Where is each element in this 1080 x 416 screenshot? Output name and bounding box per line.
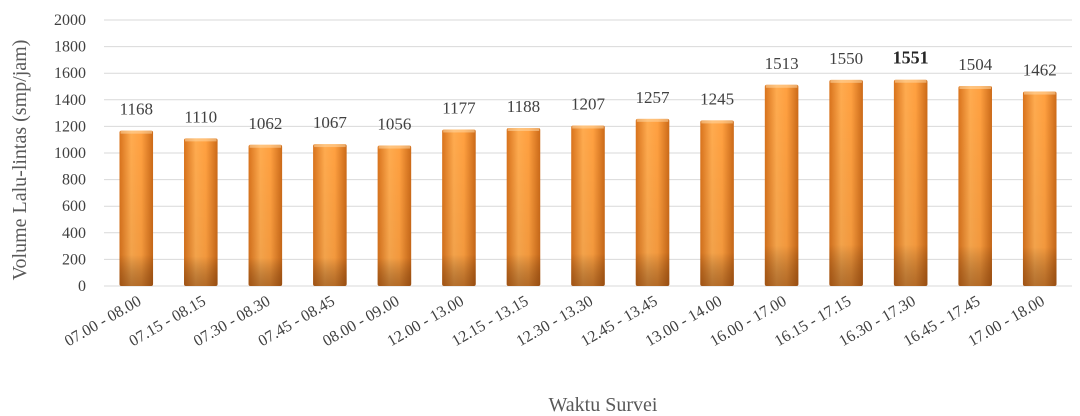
bar-shade (829, 79, 863, 286)
y-tick-label: 1000 (54, 145, 86, 162)
bar-shade (248, 144, 283, 286)
bar-shade (571, 125, 605, 287)
y-axis-title: Volume Lalu-lintas (smp/jam) (9, 40, 31, 281)
y-axis-ticks: 0 200 400 600 800 1000 1200 1400 1600 1800 2000 (54, 12, 86, 295)
data-label: 1513 (765, 54, 799, 73)
y-tick-label: 1600 (54, 65, 86, 82)
bar-shade (958, 85, 992, 286)
bar (442, 129, 476, 286)
bar (571, 125, 605, 287)
bar-shade (700, 120, 734, 286)
bar-shade (442, 129, 476, 286)
data-label: 1177 (442, 98, 476, 117)
bar-highlight (185, 138, 217, 142)
data-label: 1257 (636, 88, 671, 107)
bar-highlight (443, 129, 475, 133)
bar (700, 120, 734, 286)
data-label: 1462 (1023, 61, 1057, 80)
bar-highlight (314, 144, 346, 148)
data-label: 1110 (184, 107, 217, 126)
bar-shade (635, 118, 670, 286)
bar (635, 118, 670, 286)
y-tick-label: 0 (78, 278, 86, 295)
bar (119, 130, 154, 286)
bar-highlight (120, 130, 153, 134)
bar (764, 84, 799, 287)
bar-shade (313, 144, 347, 286)
bar-shade (184, 138, 218, 286)
y-tick-label: 2000 (54, 12, 86, 29)
bar (1022, 91, 1057, 286)
bar-highlight (830, 79, 862, 83)
bar-highlight (249, 144, 282, 148)
bars (119, 79, 1057, 287)
bar (958, 85, 992, 286)
data-label: 1188 (507, 97, 540, 116)
data-label: 1056 (377, 115, 411, 134)
bar-highlight (1023, 91, 1056, 95)
data-label: 1067 (313, 113, 348, 132)
data-label: 1551 (893, 48, 929, 68)
data-label: 1207 (571, 94, 606, 113)
data-label: 1245 (700, 89, 734, 108)
bar (506, 127, 541, 286)
bar (377, 145, 412, 286)
y-tick-label: 1400 (54, 92, 86, 109)
y-tick-label: 1200 (54, 118, 86, 135)
bar (829, 79, 863, 286)
data-label: 1504 (958, 55, 993, 74)
bar (248, 144, 283, 286)
bar (313, 144, 347, 286)
y-tick-label: 200 (62, 251, 86, 268)
bar-shade (506, 127, 541, 286)
data-label: 1168 (120, 100, 153, 119)
bar-highlight (378, 145, 411, 149)
bar-highlight (572, 125, 604, 129)
bar-shade (1022, 91, 1057, 286)
data-label: 1550 (829, 49, 863, 68)
y-tick-label: 800 (62, 172, 86, 189)
data-labels: 1168 1110 1062 1067 1056 1177 1188 1207 1257 1245… (120, 48, 1057, 134)
bar-shade (764, 84, 799, 287)
bar (893, 79, 928, 286)
bar (184, 138, 218, 286)
y-tick-label: 600 (62, 198, 86, 215)
bar-highlight (959, 85, 991, 89)
bar-highlight (636, 118, 669, 122)
bar-shade (377, 145, 412, 286)
bar-shade (119, 130, 154, 286)
data-label: 1062 (248, 114, 282, 133)
y-tick-label: 1800 (54, 39, 86, 56)
bar-highlight (507, 127, 540, 131)
bar-highlight (701, 120, 733, 124)
bar-highlight (765, 84, 798, 88)
x-axis-title: Waktu Survei (549, 394, 658, 416)
bar-shade (893, 79, 928, 286)
y-tick-label: 400 (62, 225, 86, 242)
bar-highlight (894, 79, 927, 83)
